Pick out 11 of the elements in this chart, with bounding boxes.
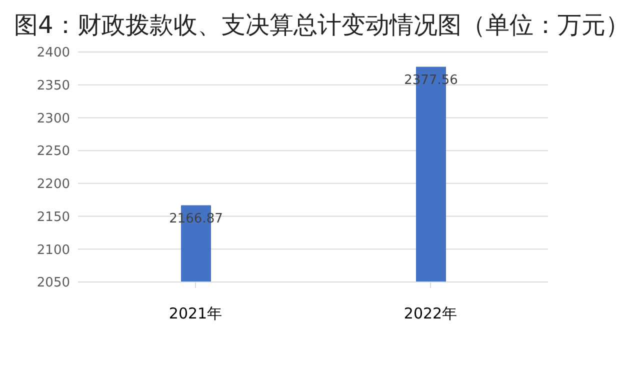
y-tick-label: 2350 — [36, 78, 70, 94]
chart-title: 图4：财政拨款收、支决算总计变动情况图（单位：万元） — [13, 10, 630, 41]
x-tick-label: 2022年 — [404, 304, 458, 323]
y-tick-label: 2400 — [36, 46, 70, 61]
y-tick-label: 2300 — [36, 111, 70, 126]
y-tick-label: 2100 — [36, 242, 70, 258]
y-tick-label: 2250 — [36, 144, 70, 160]
y-tick-label: 2150 — [36, 210, 70, 225]
y-tick-label: 2050 — [36, 276, 70, 291]
x-tick-label: 2021年 — [168, 304, 222, 323]
y-tick-label: 2200 — [36, 177, 70, 192]
